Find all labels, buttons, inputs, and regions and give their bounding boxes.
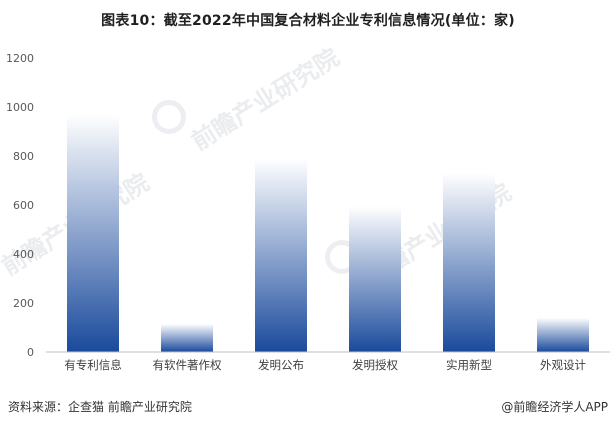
x-category-label: 外观设计	[540, 358, 586, 372]
brand-credit: @前瞻经济学人APP	[501, 400, 608, 414]
y-tick-label: 800	[13, 150, 34, 163]
bar-chart: 0 200 400 600 800 1000 1200 有专利信息 有软件著作权 发明公布 发明授…	[6, 52, 610, 372]
source-note: 资料来源：企查猫 前瞻产业研究院	[8, 400, 192, 414]
x-category-label: 有软件著作权	[153, 358, 222, 372]
x-category-label: 有专利信息	[64, 358, 122, 372]
x-category-label: 发明授权	[352, 358, 398, 372]
x-category-label: 实用新型	[446, 358, 492, 372]
bar	[255, 158, 307, 352]
y-tick-label: 1200	[6, 52, 34, 65]
watermark-logo-icon	[152, 100, 186, 134]
y-axis: 0 200 400 600 800 1000 1200	[6, 52, 34, 359]
y-tick-label: 400	[13, 248, 34, 261]
x-axis: 有专利信息 有软件著作权 发明公布 发明授权 实用新型 外观设计	[46, 351, 610, 372]
y-tick-label: 1000	[6, 101, 34, 114]
bars	[67, 114, 589, 352]
chart-title: 图表10：截至2022年中国复合材料企业专利信息情况(单位：家)	[101, 13, 515, 29]
bar	[349, 206, 401, 352]
x-category-label: 发明公布	[258, 358, 304, 372]
y-tick-label: 0	[27, 346, 34, 359]
bar	[161, 323, 213, 352]
bar	[67, 114, 119, 352]
bar	[443, 173, 495, 352]
y-tick-label: 200	[13, 297, 34, 310]
bar	[537, 317, 589, 352]
y-tick-label: 600	[13, 199, 34, 212]
